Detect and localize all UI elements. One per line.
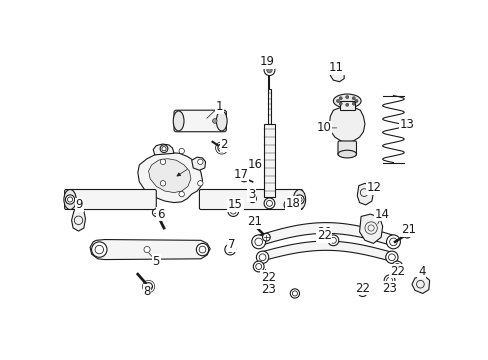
Circle shape xyxy=(248,195,256,203)
Text: 21: 21 xyxy=(247,215,262,228)
Polygon shape xyxy=(148,159,190,193)
Polygon shape xyxy=(411,276,429,293)
Circle shape xyxy=(336,99,339,103)
Polygon shape xyxy=(357,183,373,205)
Circle shape xyxy=(160,145,167,153)
Text: 15: 15 xyxy=(228,198,243,211)
Polygon shape xyxy=(138,153,202,203)
Circle shape xyxy=(179,192,184,197)
FancyBboxPatch shape xyxy=(264,124,274,197)
FancyBboxPatch shape xyxy=(199,189,302,210)
Text: 16: 16 xyxy=(247,158,262,171)
Text: 23: 23 xyxy=(261,283,276,296)
Text: 3: 3 xyxy=(247,188,255,201)
Circle shape xyxy=(224,244,235,255)
Circle shape xyxy=(240,174,247,182)
Circle shape xyxy=(179,148,184,154)
Polygon shape xyxy=(191,157,205,170)
Circle shape xyxy=(65,195,75,204)
Circle shape xyxy=(256,251,268,264)
Circle shape xyxy=(196,243,208,256)
Circle shape xyxy=(143,247,150,253)
Text: 22: 22 xyxy=(389,265,404,278)
Text: 7: 7 xyxy=(227,238,235,251)
Circle shape xyxy=(197,181,203,186)
Circle shape xyxy=(339,102,342,105)
Circle shape xyxy=(386,235,400,249)
FancyBboxPatch shape xyxy=(337,141,356,156)
Circle shape xyxy=(294,195,304,204)
Circle shape xyxy=(345,95,348,99)
Polygon shape xyxy=(153,144,174,155)
Ellipse shape xyxy=(293,189,305,210)
Text: 20: 20 xyxy=(316,226,331,239)
FancyBboxPatch shape xyxy=(174,110,226,132)
Circle shape xyxy=(144,283,152,291)
Circle shape xyxy=(391,261,402,272)
Circle shape xyxy=(385,251,397,264)
Text: 9: 9 xyxy=(75,198,83,211)
Text: 8: 8 xyxy=(143,285,150,298)
Polygon shape xyxy=(258,241,393,262)
Circle shape xyxy=(227,206,238,216)
Circle shape xyxy=(218,144,225,152)
FancyBboxPatch shape xyxy=(267,89,271,124)
Text: 4: 4 xyxy=(417,265,425,278)
Circle shape xyxy=(197,159,203,165)
Text: 10: 10 xyxy=(316,121,331,134)
Polygon shape xyxy=(359,214,382,243)
Circle shape xyxy=(160,181,165,186)
Circle shape xyxy=(351,97,355,100)
Circle shape xyxy=(262,233,270,241)
Text: 2: 2 xyxy=(220,138,227,151)
Circle shape xyxy=(354,99,357,103)
Text: 22: 22 xyxy=(354,282,369,294)
Text: 5: 5 xyxy=(152,255,160,267)
Text: 22: 22 xyxy=(261,271,276,284)
Polygon shape xyxy=(329,69,344,82)
Text: 6: 6 xyxy=(157,208,164,221)
Circle shape xyxy=(339,97,342,100)
Circle shape xyxy=(357,287,366,297)
Ellipse shape xyxy=(216,111,226,131)
Circle shape xyxy=(266,67,272,73)
Circle shape xyxy=(284,199,294,210)
Ellipse shape xyxy=(333,94,360,108)
Circle shape xyxy=(351,102,355,105)
Circle shape xyxy=(152,209,160,216)
Circle shape xyxy=(327,235,338,246)
Ellipse shape xyxy=(337,150,356,158)
Ellipse shape xyxy=(173,111,183,131)
Polygon shape xyxy=(254,222,396,247)
Circle shape xyxy=(253,261,264,272)
Circle shape xyxy=(290,289,299,298)
Circle shape xyxy=(212,119,217,123)
Circle shape xyxy=(403,230,410,238)
Circle shape xyxy=(251,235,265,249)
Text: 13: 13 xyxy=(399,118,414,131)
Polygon shape xyxy=(90,239,210,260)
Circle shape xyxy=(160,159,165,165)
Circle shape xyxy=(264,65,274,76)
Text: 18: 18 xyxy=(285,197,300,210)
Circle shape xyxy=(264,198,274,209)
Polygon shape xyxy=(329,108,364,143)
Text: 12: 12 xyxy=(366,181,381,194)
FancyBboxPatch shape xyxy=(64,189,156,210)
Ellipse shape xyxy=(64,189,76,210)
Text: 14: 14 xyxy=(374,208,389,221)
Text: 23: 23 xyxy=(382,282,396,294)
Circle shape xyxy=(345,103,348,106)
Circle shape xyxy=(384,275,394,286)
Text: 21: 21 xyxy=(401,223,415,236)
Text: 1: 1 xyxy=(215,100,223,113)
FancyBboxPatch shape xyxy=(339,101,354,110)
Text: 17: 17 xyxy=(233,168,248,181)
Text: 19: 19 xyxy=(259,55,274,68)
Text: 11: 11 xyxy=(328,61,343,74)
Circle shape xyxy=(263,276,274,287)
Polygon shape xyxy=(71,209,85,231)
Circle shape xyxy=(91,242,107,257)
Text: 22: 22 xyxy=(316,229,331,242)
